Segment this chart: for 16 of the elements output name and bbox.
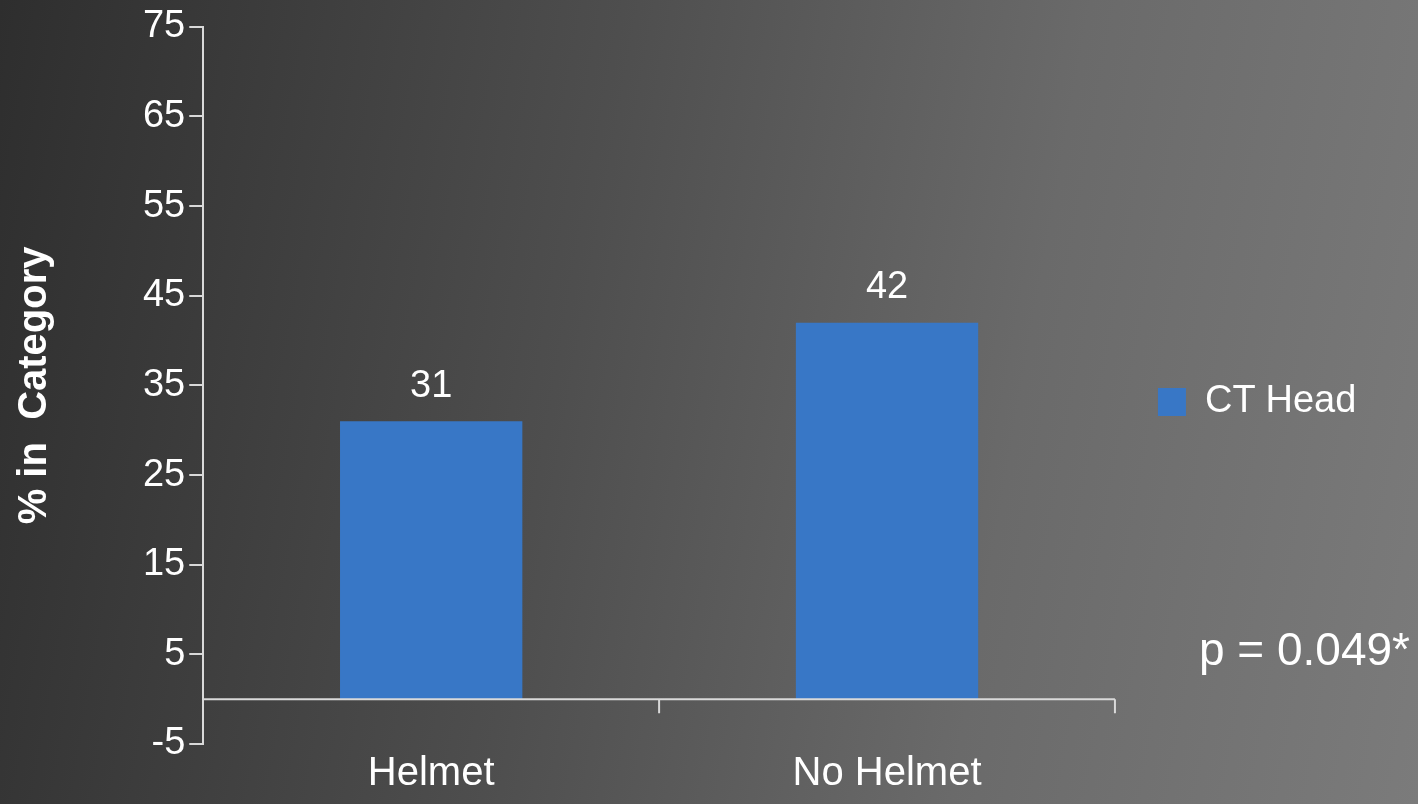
y-axis-title: % in Category bbox=[10, 245, 55, 525]
legend-label: CT Head bbox=[1204, 378, 1357, 421]
y-tick-label: 25 bbox=[142, 451, 186, 494]
y-tick-label: -5 bbox=[151, 720, 186, 763]
y-tick-label: 15 bbox=[142, 541, 186, 584]
y-tick-label: 75 bbox=[142, 3, 186, 46]
x-tick-label: Helmet bbox=[367, 749, 495, 794]
x-tick-label: No Helmet bbox=[792, 749, 982, 794]
y-tick-label: 35 bbox=[142, 361, 186, 404]
y-tick-label: 65 bbox=[142, 92, 186, 135]
data-label: 31 bbox=[410, 362, 453, 405]
text: p = 0.049* bbox=[1198, 622, 1411, 675]
y-tick-label: 55 bbox=[142, 182, 186, 225]
y-tick-label: 45 bbox=[142, 272, 186, 315]
data-label: 42 bbox=[865, 264, 909, 307]
y-tick-label: 5 bbox=[164, 630, 186, 673]
